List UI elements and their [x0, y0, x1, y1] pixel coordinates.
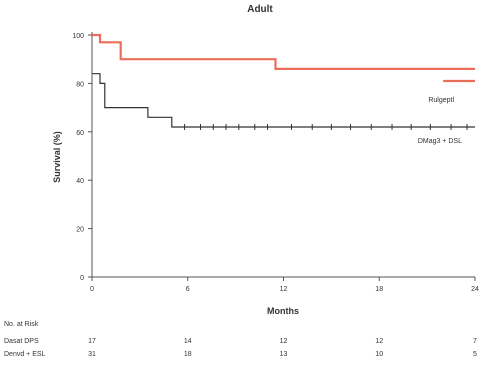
x-tick-label: 24 [471, 286, 479, 293]
x-tick-label: 0 [90, 286, 94, 293]
x-axis-label: Months [267, 306, 299, 316]
risk-cell: 10 [375, 351, 383, 358]
risk-cell: 17 [88, 338, 96, 345]
series-line-2 [92, 73, 475, 128]
risk-cell: 12 [375, 338, 383, 345]
risk-cell: 12 [280, 338, 288, 345]
risk-cell: 5 [473, 351, 477, 358]
risk-cell: 7 [473, 338, 477, 345]
risk-cell: 14 [184, 338, 192, 345]
risk-row-label: Dasat DPS [4, 338, 39, 345]
x-tick-label: 12 [280, 286, 288, 293]
series-label-2: DMag3 + DSL [418, 138, 462, 145]
x-tick-label: 18 [375, 286, 383, 293]
series-line-1 [92, 33, 475, 71]
risk-cell: 18 [184, 351, 192, 358]
risk-cell: 31 [88, 351, 96, 358]
risk-row-label: Denvd + ESL [4, 351, 46, 358]
x-tick-label: 6 [186, 286, 190, 293]
risk-cell: 13 [280, 351, 288, 358]
series-label-1: Rulgeptl [428, 97, 454, 104]
y-tick-label: 0 [80, 275, 84, 282]
y-tick-label: 40 [76, 178, 84, 185]
y-axis-label: Survival (%) [52, 131, 62, 183]
y-tick-label: 100 [72, 33, 84, 40]
y-tick-label: 60 [76, 130, 84, 137]
risk-table-header: No. at Risk [4, 321, 39, 328]
y-tick-label: 80 [76, 81, 84, 88]
y-tick-label: 20 [76, 227, 84, 234]
chart-title: Adult [247, 4, 273, 15]
